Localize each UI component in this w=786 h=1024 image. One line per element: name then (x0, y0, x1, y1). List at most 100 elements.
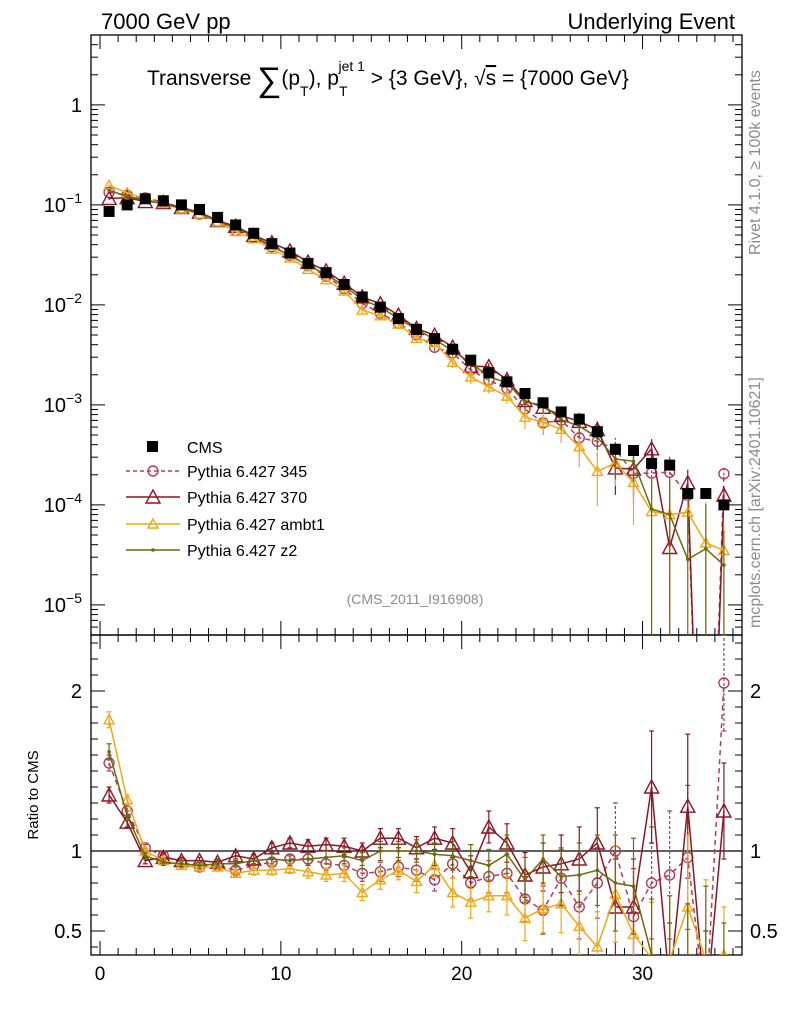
ratio-point-p370 (137, 852, 154, 868)
ratio-point-p370 (281, 834, 299, 850)
legend: CMS Pythia 6.427 345 Pythia 6.427 370 Py… (126, 440, 325, 560)
data-point-cms (121, 199, 133, 211)
data-point-ambt1 (573, 440, 586, 452)
y-tick-label: 10−3 (44, 390, 82, 417)
data-point-ambt1 (410, 332, 423, 344)
data-point-cms (628, 444, 639, 456)
plot-title: Transverse ∑(pT), pTjet 1 > {3 GeV}, √s … (147, 58, 629, 99)
data-point-z2 (125, 194, 129, 199)
data-point-p370 (699, 678, 713, 691)
data-point-cms (465, 354, 477, 366)
legend-marker-z2 (151, 548, 155, 552)
data-point-cms (591, 426, 603, 438)
ratio-point-ambt1 (500, 889, 514, 901)
ratio-point-z2 (432, 852, 437, 856)
data-point-cms (718, 499, 730, 511)
ratio-point-z2 (378, 849, 383, 853)
ratio-point-ambt1 (518, 911, 532, 923)
legend-label-p345: Pythia 6.427 345 (187, 464, 307, 481)
ratio-point-z2 (704, 964, 708, 968)
ratio-point-z2 (233, 862, 238, 866)
x-tick-label: 30 (632, 964, 653, 985)
ratio-point-ambt1 (591, 940, 604, 952)
ratio-point-z2 (143, 854, 148, 858)
data-point-ambt1 (500, 389, 514, 401)
data-point-cms (212, 211, 224, 223)
data-point-ambt1 (591, 465, 604, 477)
ratio-point-ambt1 (482, 889, 496, 901)
ratio-point-ambt1 (668, 953, 671, 955)
ratio-point-ambt1 (102, 713, 116, 725)
data-point-cms (139, 193, 151, 205)
ratio-plot-area (91, 635, 742, 993)
title-jet-sup: jet 1 (338, 58, 366, 74)
data-point-cms (682, 488, 694, 500)
data-point-cms (175, 199, 187, 211)
ratio-point-ambt1 (554, 897, 568, 909)
data-point-z2 (667, 512, 672, 517)
ratio-point-p370 (480, 818, 498, 834)
y-tick-label: 10−2 (44, 290, 82, 317)
analysis-id: (CMS_2011_I916908) (347, 591, 484, 607)
ratio-point-z2 (215, 862, 220, 866)
ratio-point-z2 (649, 953, 654, 955)
data-point-ambt1 (554, 422, 568, 435)
data-point-cms (284, 247, 296, 259)
ratio-point-ambt1 (720, 948, 728, 955)
mcplots-label: mcplots.cern.ch [arXiv:2401.10621] (747, 377, 764, 628)
data-point-cms (519, 388, 531, 400)
data-point-p345 (718, 468, 730, 480)
data-point-cms (411, 323, 422, 335)
data-point-ambt1 (446, 355, 459, 368)
y-tick-label: 10−4 (44, 490, 82, 517)
ratio-point-z2 (559, 874, 563, 879)
x-tick-label: 20 (451, 964, 472, 985)
data-point-ambt1 (518, 410, 532, 422)
data-point-cms (356, 291, 368, 303)
data-point-cms (338, 278, 350, 290)
ratio-point-z2 (505, 852, 509, 856)
title-s: s (486, 67, 497, 90)
title-sqrt: √ (474, 67, 486, 90)
ratio-point-ambt1 (573, 919, 586, 931)
ratio-point-ambt1 (301, 865, 315, 877)
data-point-z2 (685, 557, 690, 562)
title-sum: ∑ (257, 61, 281, 99)
y-tick-label: 1 (71, 95, 82, 117)
legend-label-z2: Pythia 6.427 z2 (187, 543, 297, 560)
rivet-label: Rivet 4.1.0, ≥ 100k events (747, 70, 764, 255)
legend-marker-ambt1 (146, 517, 160, 529)
ratio-point-z2 (107, 750, 111, 754)
ratio-point-ambt1 (319, 868, 333, 880)
ratio-y-tick-label: 2 (750, 681, 761, 703)
y-tick-label: 10−5 (44, 590, 82, 617)
data-point-p370 (643, 440, 660, 456)
data-point-cms (103, 205, 115, 217)
ratio-point-p370 (663, 980, 677, 993)
ratio-y-tick-label: 0.5 (54, 921, 82, 943)
data-point-ambt1 (482, 380, 496, 392)
data-point-p345 (701, 680, 711, 690)
title-pt-sub: T (300, 83, 309, 99)
legend-label-ambt1: Pythia 6.427 ambt1 (187, 517, 325, 534)
data-point-cms (266, 238, 278, 250)
data-point-z2 (722, 563, 726, 567)
legend-marker-p345 (147, 465, 159, 477)
data-point-cms (194, 203, 205, 215)
data-point-cms (157, 195, 169, 207)
ratio-point-ambt1 (265, 863, 279, 875)
data-point-z2 (577, 424, 582, 429)
data-point-cms (609, 443, 621, 455)
data-point-z2 (649, 507, 654, 511)
data-point-p370 (100, 189, 118, 206)
data-point-cms (700, 488, 712, 500)
axes: 0 10 20 30 1 10−1 10−2 10−3 10−4 10−5 0.5 0.5 1 1 2 2 (44, 34, 778, 985)
data-point-ambt1 (229, 225, 242, 237)
ratio-point-z2 (342, 854, 346, 858)
ratio-point-p370 (643, 778, 660, 794)
header-right: Underlying Event (567, 9, 735, 34)
title-energy: = {7000 GeV} (496, 67, 629, 90)
data-point-cms (248, 227, 260, 239)
series-line-z2 (108, 189, 725, 566)
ratio-y-tick-label: 2 (71, 681, 82, 703)
